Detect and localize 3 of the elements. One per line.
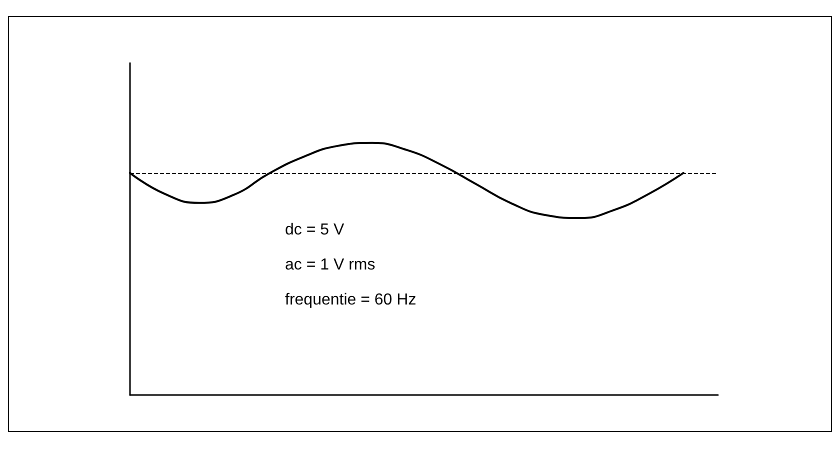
annotation: frequentie = 60 Hz [285,292,416,308]
annotation: ac = 1 V rms [285,256,376,274]
annotation: dc = 5 V [285,222,344,238]
